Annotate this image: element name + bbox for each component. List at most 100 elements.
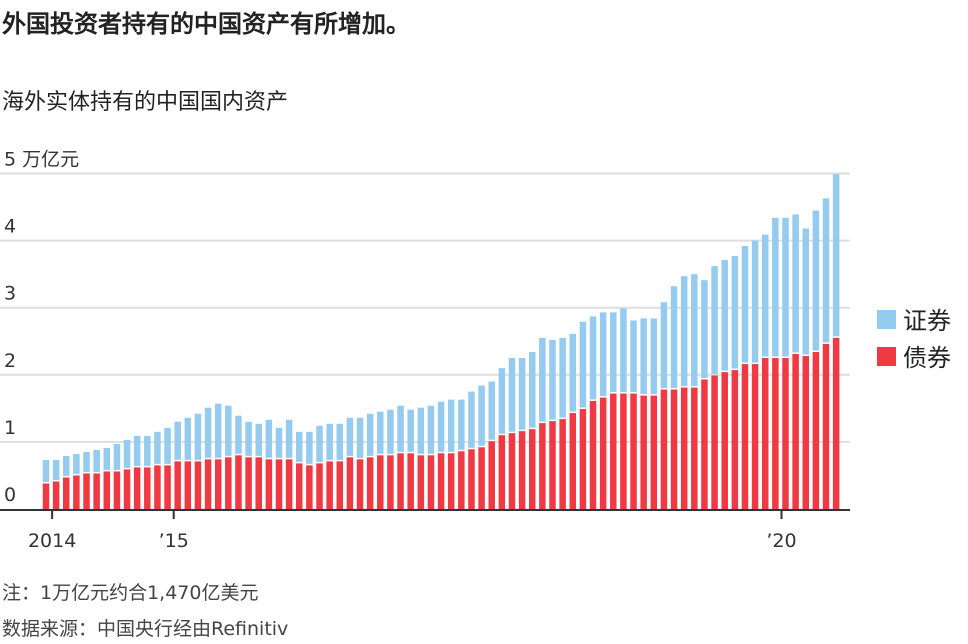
bar-bonds	[792, 353, 799, 509]
bar-securities	[832, 174, 840, 337]
footnote-conversion: 注：1万亿元约合1,470亿美元	[2, 582, 259, 604]
y-tick-label: 0	[4, 484, 16, 506]
y-tick-label: 3	[4, 283, 16, 305]
bar-securities	[741, 245, 749, 363]
bar-securities	[731, 256, 739, 369]
bar-bonds	[518, 431, 526, 509]
bar-bonds	[447, 453, 455, 509]
y-tick-label: 4	[4, 216, 16, 238]
bar-securities	[83, 451, 90, 472]
y-tick-label: 1	[4, 417, 16, 439]
bar-securities	[103, 447, 111, 470]
bar-securities	[417, 407, 425, 454]
bar-bonds	[73, 475, 80, 509]
bar-securities	[164, 427, 171, 464]
bar-bonds	[731, 370, 739, 509]
bar-bonds	[214, 459, 222, 509]
bar-securities	[437, 401, 445, 452]
bar-bonds	[761, 358, 769, 509]
bar-securities	[478, 385, 485, 446]
bar-bonds	[620, 393, 627, 509]
bar-bonds	[42, 483, 50, 509]
bar-securities	[488, 381, 495, 440]
bar-securities	[397, 405, 404, 452]
bar-bonds	[194, 461, 202, 509]
bar-securities	[296, 431, 303, 462]
bar-bonds	[83, 473, 90, 509]
bar-securities	[468, 391, 475, 448]
bar-bonds	[680, 387, 688, 509]
bar-bonds	[346, 457, 354, 509]
bar-bonds	[265, 459, 273, 509]
bar-securities	[508, 358, 516, 432]
bar-securities	[387, 409, 394, 454]
bar-bonds	[306, 465, 313, 509]
bar-securities	[42, 460, 50, 483]
bar-bonds	[113, 471, 121, 509]
bar-bonds	[488, 441, 495, 509]
bar-bonds	[366, 457, 374, 509]
bar-securities	[93, 449, 100, 472]
legend-label: 债券	[903, 344, 951, 372]
bar-securities	[144, 435, 151, 466]
bar-bonds	[468, 449, 475, 509]
bar-bonds	[812, 351, 820, 509]
bar-securities	[73, 453, 80, 474]
bar-securities	[306, 431, 313, 464]
bar-securities	[63, 455, 70, 476]
bar-bonds	[296, 463, 303, 509]
bar-securities	[670, 286, 678, 389]
bar-bonds	[133, 467, 141, 509]
bar-securities	[346, 417, 354, 456]
bar-securities	[133, 435, 141, 466]
x-tick-label: 2014	[28, 530, 76, 552]
bar-securities	[52, 460, 60, 480]
bar-securities	[204, 407, 212, 458]
bar-bonds	[772, 358, 779, 509]
bar-securities	[772, 217, 779, 357]
bar-securities	[721, 260, 728, 371]
bar-securities	[782, 217, 789, 357]
bar-securities	[235, 415, 242, 454]
bar-securities	[184, 417, 192, 460]
bar-bonds	[741, 364, 749, 509]
bar-bonds	[559, 419, 566, 509]
bar-bonds	[225, 457, 232, 509]
bar-bonds	[782, 358, 789, 509]
bar-bonds	[589, 400, 597, 509]
bar-securities	[447, 399, 455, 452]
bar-securities	[549, 339, 556, 420]
bar-bonds	[275, 459, 283, 509]
bar-bonds	[539, 423, 546, 509]
chart-title: 外国投资者持有的中国资产有所增加。	[2, 10, 410, 38]
bar-bonds	[701, 379, 708, 509]
bar-bonds	[52, 481, 60, 509]
bar-securities	[275, 427, 283, 458]
bar-bonds	[437, 453, 445, 509]
legend-swatch	[877, 347, 896, 366]
bar-bonds	[711, 375, 718, 509]
bar-bonds	[407, 453, 414, 509]
bar-bonds	[691, 387, 698, 509]
bar-bonds	[285, 459, 293, 509]
bar-securities	[751, 240, 759, 363]
bar-securities	[660, 302, 668, 389]
bar-securities	[680, 276, 688, 387]
bar-bonds	[599, 397, 607, 509]
bar-bonds	[63, 477, 70, 509]
bar-securities	[356, 417, 364, 458]
bar-securities	[610, 312, 617, 393]
bar-securities	[822, 198, 830, 343]
bar-securities	[245, 421, 252, 456]
bar-securities	[589, 316, 597, 400]
legend-swatch	[877, 310, 896, 329]
bar-securities	[316, 425, 323, 462]
bar-securities	[620, 308, 627, 393]
bar-securities	[377, 411, 384, 454]
bar-securities	[113, 443, 121, 470]
chart-subtitle: 海外实体持有的中国国内资产	[2, 90, 289, 115]
bar-securities	[154, 431, 161, 464]
bar-bonds	[549, 421, 556, 509]
bar-bonds	[630, 393, 637, 509]
bar-bonds	[326, 461, 333, 509]
